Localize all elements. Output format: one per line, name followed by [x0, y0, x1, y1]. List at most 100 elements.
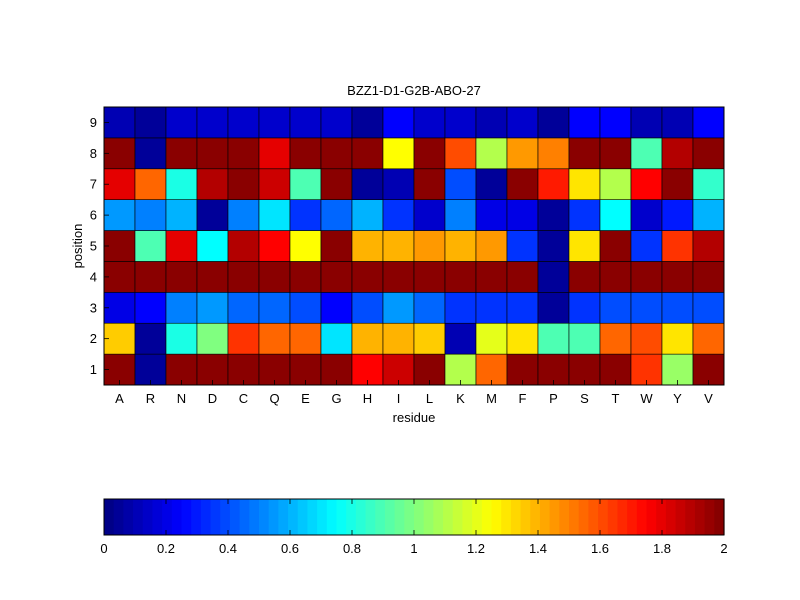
colorbar-band [472, 499, 483, 535]
colorbar-band [268, 499, 279, 535]
heatmap-cell [444, 353, 477, 386]
heatmap-cell [320, 230, 353, 262]
heatmap-cell [661, 137, 694, 170]
heatmap-cell [475, 168, 508, 200]
heatmap-cell [661, 106, 694, 139]
heatmap-cell [382, 230, 415, 262]
x-tick-label: F [519, 391, 527, 406]
heatmap-cell [258, 353, 291, 386]
colorbar-band [617, 499, 628, 535]
colorbar-band [346, 499, 357, 535]
heatmap-cell [506, 137, 539, 170]
x-tick-label: D [208, 391, 217, 406]
heatmap-cell [661, 168, 694, 200]
y-tick-label: 5 [90, 239, 97, 254]
heatmap-cell [134, 353, 167, 386]
colorbar-band [181, 499, 192, 535]
colorbar-band [355, 499, 367, 535]
heatmap-cell [196, 106, 229, 139]
heatmap-cell [351, 106, 384, 139]
colorbar-band [414, 499, 425, 535]
heatmap-cell [568, 168, 601, 200]
heatmap-cell [599, 106, 632, 139]
heatmap-cell [599, 292, 632, 324]
colorbar-band [297, 499, 309, 535]
heatmap-cell [382, 322, 415, 355]
heatmap-cell [165, 230, 198, 262]
heatmap-cell [196, 230, 229, 262]
heatmap-cell [475, 292, 508, 324]
x-tick-label: I [397, 391, 401, 406]
heatmap-cell [320, 261, 353, 293]
heatmap-cell [568, 106, 601, 139]
heatmap-cell [351, 137, 384, 170]
heatmap-cell [320, 353, 353, 386]
heatmap-cell [444, 199, 477, 231]
colorbar-band [559, 499, 570, 535]
heatmap-cell [537, 230, 570, 262]
heatmap-cell [444, 261, 477, 293]
heatmap-cell [661, 353, 694, 386]
heatmap-cell [630, 199, 663, 231]
heatmap-cell [196, 168, 229, 200]
heatmap-cell [692, 230, 725, 262]
heatmap-cell [413, 199, 446, 231]
heatmap-cell [413, 292, 446, 324]
colorbar-band [520, 499, 531, 535]
heatmap-cell [289, 168, 322, 200]
heatmap-cell [227, 292, 260, 324]
heatmap-cell [382, 106, 415, 139]
heatmap-cell [289, 230, 322, 262]
heatmap-cell [475, 261, 508, 293]
heatmap-cell [258, 322, 291, 355]
heatmap-cell [351, 168, 384, 200]
heatmap-cell [227, 199, 260, 231]
colorbar-band [569, 499, 580, 535]
x-tick-label: G [331, 391, 341, 406]
heatmap-cell [630, 322, 663, 355]
heatmap-cell [444, 168, 477, 200]
colorbar-band [598, 499, 609, 535]
heatmap-cell [692, 292, 725, 324]
heatmap-cell [568, 353, 601, 386]
chart-title: BZZ1-D1-G2B-ABO-27 [347, 83, 481, 98]
heatmap-cell [568, 322, 601, 355]
heatmap-cell [103, 106, 136, 139]
colorbar-tick-label: 1.2 [467, 541, 485, 556]
colorbar-band [171, 499, 183, 535]
heatmap-cell [599, 168, 632, 200]
heatmap-cell [599, 137, 632, 170]
colorbar-tick-label: 1.4 [529, 541, 547, 556]
heatmap-cell [103, 353, 136, 386]
heatmap-cell [134, 106, 167, 139]
x-tick-label: C [239, 391, 248, 406]
colorbar-tick-label: 1 [410, 541, 417, 556]
x-tick-label: M [486, 391, 497, 406]
colorbar-band [259, 499, 270, 535]
colorbar-band [481, 499, 493, 535]
heatmap-cell [537, 322, 570, 355]
heatmap-cell [320, 199, 353, 231]
heatmap-cell [103, 137, 136, 170]
colorbar-band [162, 499, 173, 535]
heatmap-cell [506, 106, 539, 139]
colorbar-band [133, 499, 144, 535]
heatmap-cell [413, 230, 446, 262]
heatmap-cell [227, 322, 260, 355]
heatmap-cell [196, 137, 229, 170]
heatmap-cell [661, 230, 694, 262]
colorbar-ticks: 0 0.2 0.4 0.6 0.8 1 1.2 1.4 1.6 1.8 2 [100, 499, 728, 556]
heatmap-cell [537, 261, 570, 293]
heatmap-cell [661, 199, 694, 231]
colorbar-band [210, 499, 221, 535]
heatmap-cell [165, 137, 198, 170]
heatmap-cell [320, 292, 353, 324]
heatmap-cell [692, 137, 725, 170]
heatmap-cell [506, 230, 539, 262]
heatmap-cell [599, 353, 632, 386]
heatmap-cell [351, 199, 384, 231]
heatmap-cells [103, 106, 725, 386]
colorbar-band [113, 499, 124, 535]
colorbar-band [375, 499, 386, 535]
heatmap-cell [568, 199, 601, 231]
